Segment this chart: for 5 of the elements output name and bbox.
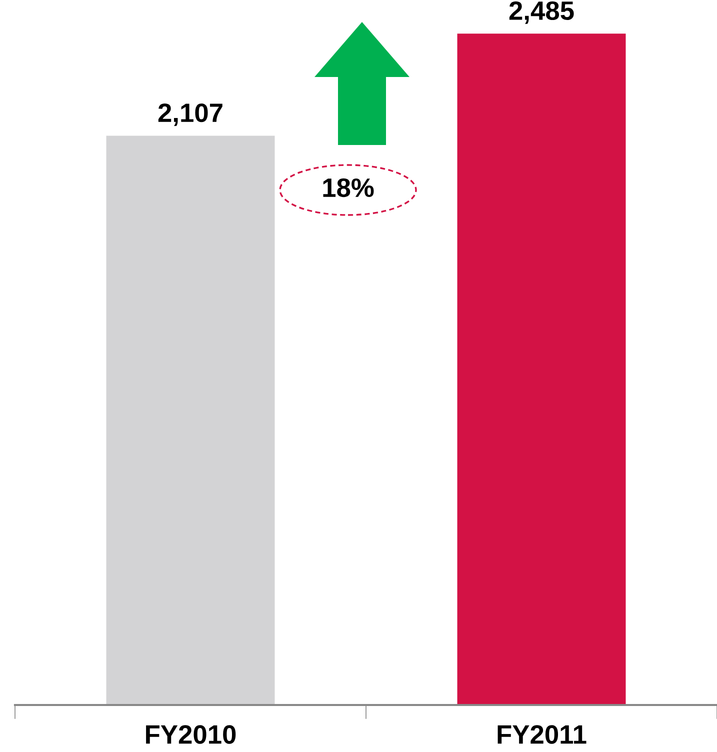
x-tick-label: FY2011 [498, 725, 586, 744]
data-label: 2,485 [509, 1, 574, 24]
x-tick-label: FY2010 [146, 725, 236, 744]
annotation: 18% [323, 178, 374, 198]
data-label: 2,107 [158, 103, 222, 126]
